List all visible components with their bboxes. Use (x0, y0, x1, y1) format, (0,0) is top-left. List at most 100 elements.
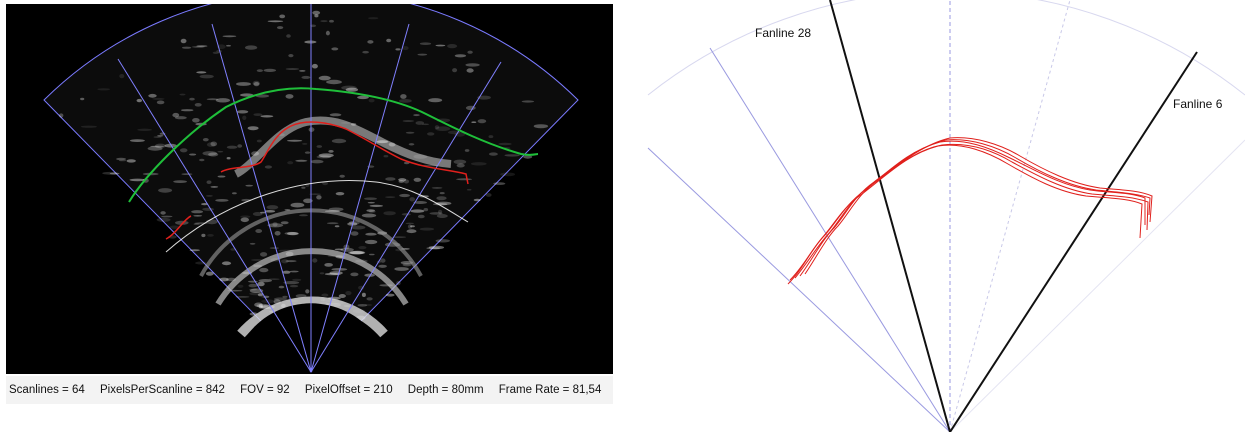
speckle (406, 229, 417, 234)
speckle (251, 151, 260, 156)
speckle (364, 303, 373, 307)
speckle (80, 97, 85, 101)
speckle (304, 151, 311, 154)
speckle (284, 231, 299, 235)
speckle (334, 225, 340, 228)
scanline-grid (709, 47, 951, 432)
speckle (219, 277, 229, 282)
speckle (521, 100, 535, 103)
speckle (285, 94, 294, 99)
speckle (477, 95, 491, 100)
speckle (350, 250, 366, 255)
speckle (485, 193, 492, 197)
speckle (192, 118, 200, 123)
speckle (119, 74, 125, 79)
speckle (304, 40, 317, 44)
speckle (369, 204, 383, 207)
speckle (153, 136, 162, 138)
speckle (338, 294, 346, 298)
speckle (500, 172, 516, 177)
speckle (325, 30, 330, 36)
speckle (309, 193, 322, 195)
speckle (350, 225, 366, 230)
speckle (453, 159, 467, 165)
speckle (328, 150, 334, 153)
speckle (466, 68, 474, 73)
speckle (258, 279, 272, 283)
speckle (366, 297, 373, 301)
speckle (365, 232, 377, 236)
speckle (272, 222, 278, 227)
speckle (421, 123, 430, 126)
speckle (59, 113, 64, 118)
tracing-group (787, 137, 1153, 285)
speckle (206, 195, 213, 197)
fanline-6-label: Fanline 6 (1173, 97, 1223, 111)
speckle (321, 293, 329, 297)
speckle (405, 131, 415, 134)
speckle (417, 53, 428, 56)
speckle (154, 143, 166, 149)
speckle (286, 34, 291, 38)
speckle (289, 270, 299, 273)
scanline-grid (117, 58, 312, 373)
speckle (257, 293, 264, 297)
speckle (335, 192, 345, 196)
speckle (156, 100, 165, 105)
speckle (326, 79, 342, 85)
speckle (292, 278, 302, 282)
speckle (226, 145, 238, 149)
speckle (395, 48, 401, 51)
speckle (312, 258, 318, 263)
speckle (385, 196, 396, 199)
speckle (366, 209, 376, 212)
speckle (436, 196, 447, 201)
speckle (230, 248, 236, 251)
speckle (324, 263, 333, 267)
speckle (189, 249, 200, 252)
speckle (256, 139, 262, 143)
speckle (136, 98, 142, 103)
speckle (248, 280, 258, 283)
speckle (403, 161, 410, 165)
speckle (181, 173, 193, 176)
speckle (287, 139, 303, 142)
scanline-grid (647, 147, 951, 432)
speckle (467, 50, 473, 54)
speckle (240, 215, 251, 218)
speckle (329, 19, 334, 23)
speckle (310, 24, 316, 28)
speckle (410, 209, 425, 213)
speckle (400, 94, 407, 99)
speckle (303, 198, 313, 204)
speckle (358, 246, 367, 250)
speckle (368, 253, 375, 256)
speckle (267, 223, 284, 228)
speckle (439, 192, 445, 195)
speckle (118, 159, 127, 162)
speckle (256, 69, 263, 72)
speckle (290, 202, 305, 208)
speckle (350, 231, 359, 236)
speckle (436, 214, 448, 218)
speckle (341, 85, 357, 91)
speckle (429, 212, 443, 215)
speckle (310, 159, 324, 164)
speckle (247, 126, 259, 131)
speckle (350, 272, 359, 277)
speckle (280, 221, 289, 225)
speckle (385, 293, 395, 297)
speckle (199, 74, 214, 79)
speckle (523, 155, 533, 159)
speckle (289, 284, 299, 288)
speckle (533, 124, 549, 129)
speckle (403, 179, 410, 184)
speckle (164, 143, 177, 148)
speckle (331, 268, 348, 271)
speckle (206, 180, 212, 184)
ultrasound-svg (43, 4, 579, 373)
speckle (357, 95, 369, 100)
speckle (340, 247, 354, 252)
speckle (402, 120, 414, 122)
speckle (173, 180, 188, 184)
